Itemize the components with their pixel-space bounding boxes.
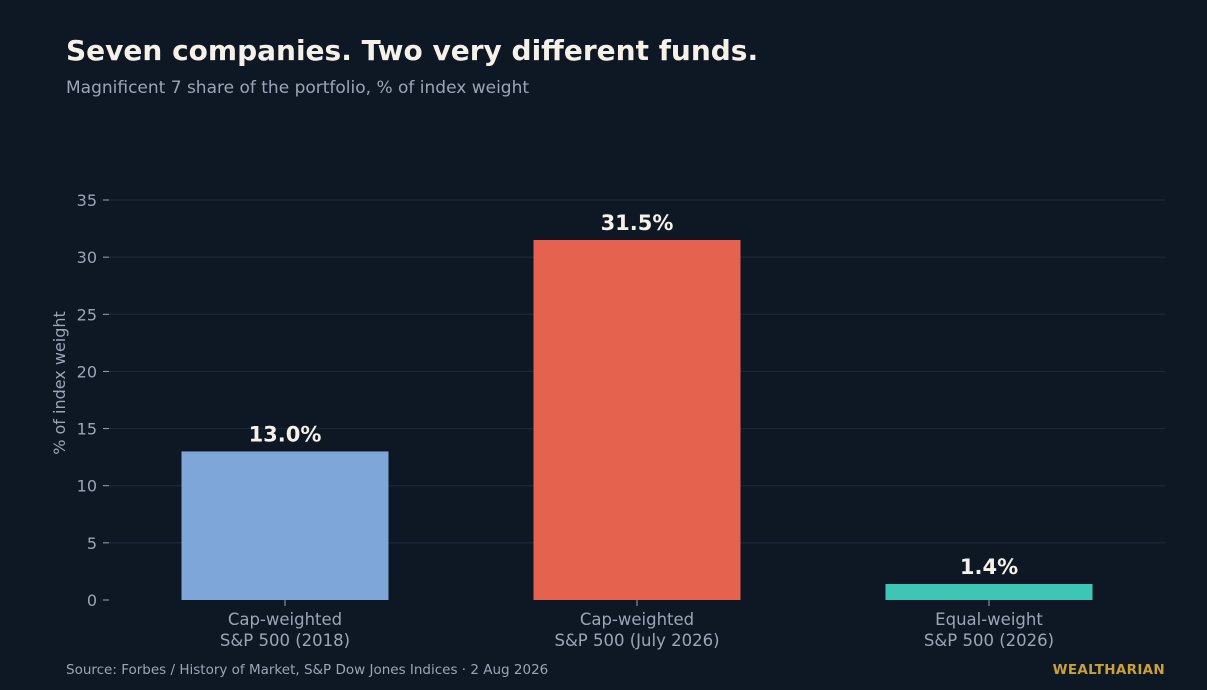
data-labels: 13.0% 31.5% 1.4% xyxy=(249,211,1019,579)
x-tick-label: S&P 500 (July 2026) xyxy=(554,631,719,650)
x-tick-label: S&P 500 (2018) xyxy=(220,631,350,650)
y-tick-label: 30 xyxy=(77,248,97,267)
x-tick-label: Cap-weighted xyxy=(580,610,694,629)
x-tick-label: S&P 500 (2026) xyxy=(924,631,1054,650)
y-tick-label: 25 xyxy=(77,305,97,324)
x-axis-ticks: Cap-weighted S&P 500 (2018) Cap-weighted S&… xyxy=(220,600,1054,650)
y-tick-label: 10 xyxy=(77,477,97,496)
y-tick-label: 35 xyxy=(77,191,97,210)
y-tick-label: 5 xyxy=(87,534,97,553)
x-tick-label: Equal-weight xyxy=(935,610,1043,629)
y-axis-ticks: 0 5 10 15 20 25 30 35 xyxy=(77,191,109,610)
bars xyxy=(181,240,1093,600)
bar xyxy=(885,584,1093,600)
bar xyxy=(181,451,389,600)
data-label: 1.4% xyxy=(960,555,1018,579)
source-note: Source: Forbes / History of Market, S&P … xyxy=(66,662,549,678)
x-tick-label: Cap-weighted xyxy=(228,610,342,629)
data-label: 13.0% xyxy=(249,422,322,446)
y-tick-label: 15 xyxy=(77,420,97,439)
bar xyxy=(533,240,741,600)
y-axis-label: % of index weight xyxy=(50,311,69,455)
brand-logo: WEALTHARIAN xyxy=(1052,662,1165,678)
data-label: 31.5% xyxy=(601,211,674,235)
y-tick-label: 0 xyxy=(87,591,97,610)
chart-subtitle: Magnificent 7 share of the portfolio, % … xyxy=(66,78,530,98)
chart-title: Seven companies. Two very different fund… xyxy=(66,34,759,67)
y-tick-label: 20 xyxy=(77,362,97,381)
